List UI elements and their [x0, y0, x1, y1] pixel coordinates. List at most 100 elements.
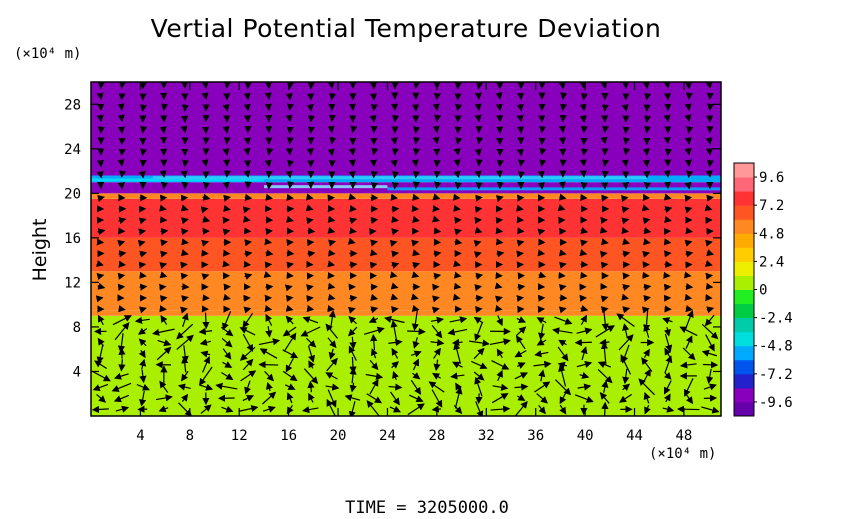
wind-arrow	[303, 368, 319, 385]
wind-arrow	[223, 194, 231, 202]
wind-arrow	[453, 260, 461, 268]
wind-arrow	[244, 273, 253, 280]
wind-arrow	[139, 358, 147, 370]
wind-arrow	[679, 326, 698, 337]
wind-arrow	[112, 315, 132, 326]
wind-arrow	[139, 250, 148, 258]
colorbar-swatch	[734, 373, 754, 389]
wind-arrow	[433, 227, 442, 235]
wind-arrow	[287, 159, 295, 168]
wind-arrow	[516, 316, 527, 323]
wind-arrow	[676, 405, 700, 413]
wind-arrow	[202, 215, 211, 223]
wind-arrow	[370, 348, 378, 359]
wind-arrow	[158, 405, 169, 413]
wind-arrow	[138, 306, 147, 314]
wind-arrow	[407, 327, 426, 336]
wind-arrow	[641, 204, 650, 212]
wind-arrow	[243, 92, 251, 101]
wind-arrow	[159, 204, 167, 212]
wind-arrow	[215, 382, 238, 390]
wind-arrow	[473, 316, 484, 324]
wind-arrow	[392, 170, 400, 179]
wind-arrow	[138, 349, 146, 359]
wind-arrow	[328, 249, 336, 257]
wind-arrow	[118, 217, 127, 225]
wind-arrow	[643, 294, 652, 303]
wind-arrow	[597, 361, 612, 369]
wind-arrow	[222, 311, 232, 331]
wind-arrow	[580, 239, 588, 247]
wind-arrow	[616, 313, 635, 327]
wind-arrow	[704, 314, 715, 327]
wind-arrow	[622, 306, 631, 314]
wind-arrow	[221, 405, 234, 413]
wind-arrow	[558, 306, 567, 314]
wind-arrow	[704, 259, 713, 267]
wind-arrow	[302, 316, 319, 324]
wind-arrow	[473, 240, 482, 247]
wind-arrow	[384, 315, 405, 324]
wind-arrow	[327, 148, 335, 157]
wind-arrow	[538, 271, 547, 279]
wind-arrow	[349, 227, 357, 235]
wind-arrow	[242, 312, 254, 329]
wind-arrow	[558, 283, 567, 292]
wind-arrow	[308, 392, 315, 403]
wind-arrow	[391, 205, 400, 213]
wind-arrow	[286, 193, 294, 201]
wind-arrow	[494, 304, 503, 312]
wind-arrow	[368, 316, 379, 323]
wind-arrow	[284, 383, 296, 390]
wind-arrow	[453, 271, 462, 279]
wind-arrow	[579, 372, 590, 379]
wind-arrow	[91, 405, 109, 414]
wind-arrow	[621, 217, 630, 225]
wind-arrow	[306, 284, 314, 292]
wind-arrow	[258, 361, 279, 369]
wind-arrow	[159, 380, 169, 393]
wind-arrow	[621, 293, 630, 301]
wind-arrow	[600, 238, 609, 246]
colorbar-swatch	[734, 163, 754, 178]
wind-arrow	[327, 215, 336, 223]
wind-arrow	[664, 250, 672, 258]
wind-arrow	[450, 372, 465, 380]
wind-arrow	[577, 383, 592, 391]
wind-arrow	[517, 171, 525, 179]
wind-arrow	[489, 338, 511, 346]
field-streak	[152, 176, 647, 180]
wind-arrow	[265, 313, 273, 326]
wind-arrow	[454, 238, 463, 246]
wind-arrow	[454, 228, 463, 236]
wind-arrow	[390, 159, 398, 168]
wind-arrow	[491, 393, 509, 404]
wind-arrow	[431, 389, 443, 408]
wind-arrow	[412, 193, 420, 201]
wind-arrow	[200, 206, 209, 214]
wind-arrow	[180, 306, 188, 314]
wind-arrow	[685, 282, 694, 291]
wind-arrow	[599, 338, 610, 346]
wind-arrow	[407, 403, 425, 416]
wind-arrow	[514, 372, 529, 380]
wind-arrow	[559, 261, 567, 269]
colorbar-tick-label: -2.4	[759, 311, 793, 327]
wind-arrow	[285, 294, 294, 303]
wind-arrow	[160, 227, 169, 236]
wind-arrow	[307, 227, 316, 235]
wind-arrow	[139, 369, 147, 384]
wind-arrow	[265, 283, 274, 291]
wind-arrow	[176, 334, 194, 350]
colorbar-swatch	[734, 387, 754, 403]
wind-arrow	[285, 92, 293, 101]
wind-arrow	[391, 250, 400, 258]
wind-arrow	[705, 282, 714, 290]
wind-arrow	[258, 338, 281, 346]
wind-arrow	[494, 282, 503, 290]
wind-arrow	[600, 341, 609, 365]
wind-arrow	[302, 406, 319, 414]
wind-arrow	[265, 326, 273, 338]
wind-arrow	[684, 378, 694, 397]
wind-arrow	[433, 272, 442, 280]
